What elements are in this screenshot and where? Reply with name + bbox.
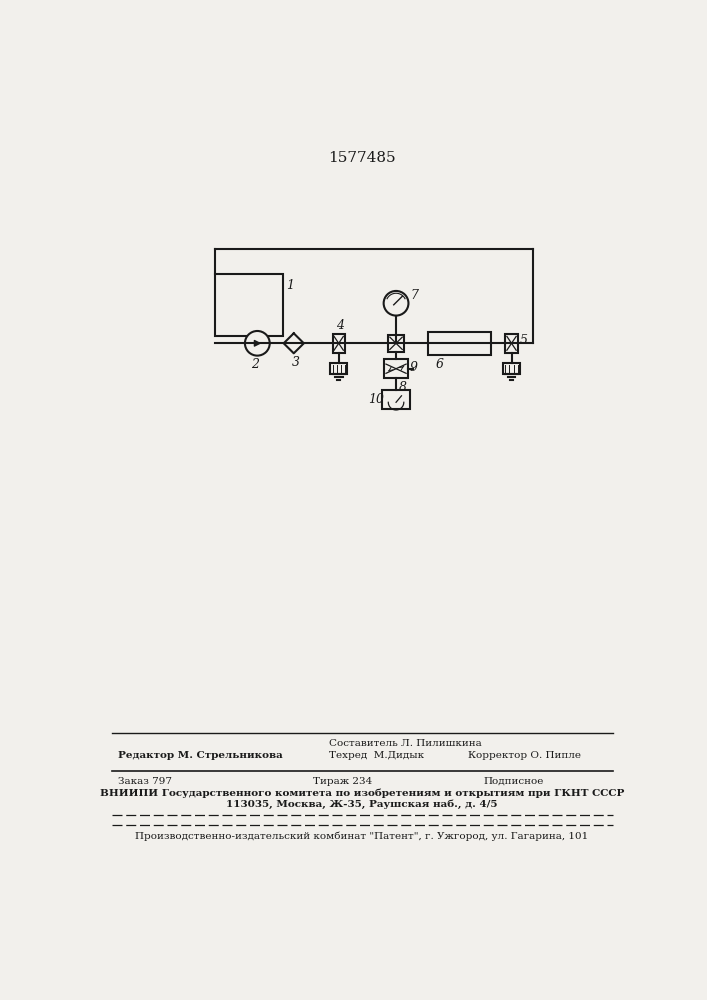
Text: 10: 10 <box>368 393 384 406</box>
Text: ВНИИПИ Государственного комитета по изобретениям и открытиям при ГКНТ СССР: ВНИИПИ Государственного комитета по изоб… <box>100 788 624 798</box>
Bar <box>382 390 410 409</box>
Text: 1: 1 <box>286 279 294 292</box>
Text: Техред  М.Дидык: Техред М.Дидык <box>329 751 423 760</box>
Bar <box>503 363 520 374</box>
Text: Заказ 797: Заказ 797 <box>118 777 172 786</box>
Text: Редактор М. Стрельникова: Редактор М. Стрельникова <box>118 751 283 760</box>
Text: Подписное: Подписное <box>484 777 544 786</box>
Bar <box>388 335 404 352</box>
Text: Корректор О. Пипле: Корректор О. Пипле <box>468 751 581 760</box>
Bar <box>506 334 518 353</box>
Text: Тираж 234: Тираж 234 <box>313 777 373 786</box>
Text: 3: 3 <box>292 356 300 369</box>
Text: 7: 7 <box>410 289 418 302</box>
Bar <box>384 359 409 378</box>
Bar <box>428 332 491 355</box>
Text: 113035, Москва, Ж-35, Раушская наб., д. 4/5: 113035, Москва, Ж-35, Раушская наб., д. … <box>226 799 498 809</box>
Text: 1577485: 1577485 <box>328 151 396 165</box>
Bar <box>215 274 283 336</box>
Text: Составитель Л. Пилишкина: Составитель Л. Пилишкина <box>329 739 481 748</box>
Circle shape <box>245 331 270 356</box>
Text: 8: 8 <box>398 381 407 394</box>
Text: 2: 2 <box>251 358 259 371</box>
Text: Производственно-издательский комбинат "Патент", г. Ужгород, ул. Гагарина, 101: Производственно-издательский комбинат "П… <box>135 831 588 841</box>
Circle shape <box>384 291 409 316</box>
Text: 6: 6 <box>436 358 443 371</box>
Bar <box>332 334 345 353</box>
Text: 5: 5 <box>520 334 528 347</box>
Text: 4: 4 <box>336 319 344 332</box>
Bar <box>330 363 347 374</box>
Text: 9: 9 <box>410 361 418 374</box>
